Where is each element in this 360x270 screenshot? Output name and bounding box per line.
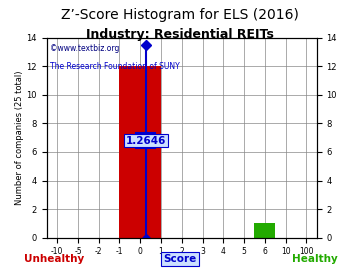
Text: Z’-Score Histogram for ELS (2016): Z’-Score Histogram for ELS (2016) bbox=[61, 8, 299, 22]
Text: Unhealthy: Unhealthy bbox=[24, 254, 84, 264]
Bar bbox=[255, 223, 275, 238]
Bar bbox=[120, 66, 161, 238]
Text: ©www.textbiz.org: ©www.textbiz.org bbox=[50, 44, 119, 53]
Text: Industry: Residential REITs: Industry: Residential REITs bbox=[86, 28, 274, 41]
Text: Healthy: Healthy bbox=[292, 254, 338, 264]
Y-axis label: Number of companies (25 total): Number of companies (25 total) bbox=[15, 70, 24, 205]
Text: Score: Score bbox=[163, 254, 197, 264]
Text: The Research Foundation of SUNY: The Research Foundation of SUNY bbox=[50, 62, 179, 71]
Text: 1.2646: 1.2646 bbox=[126, 136, 166, 146]
